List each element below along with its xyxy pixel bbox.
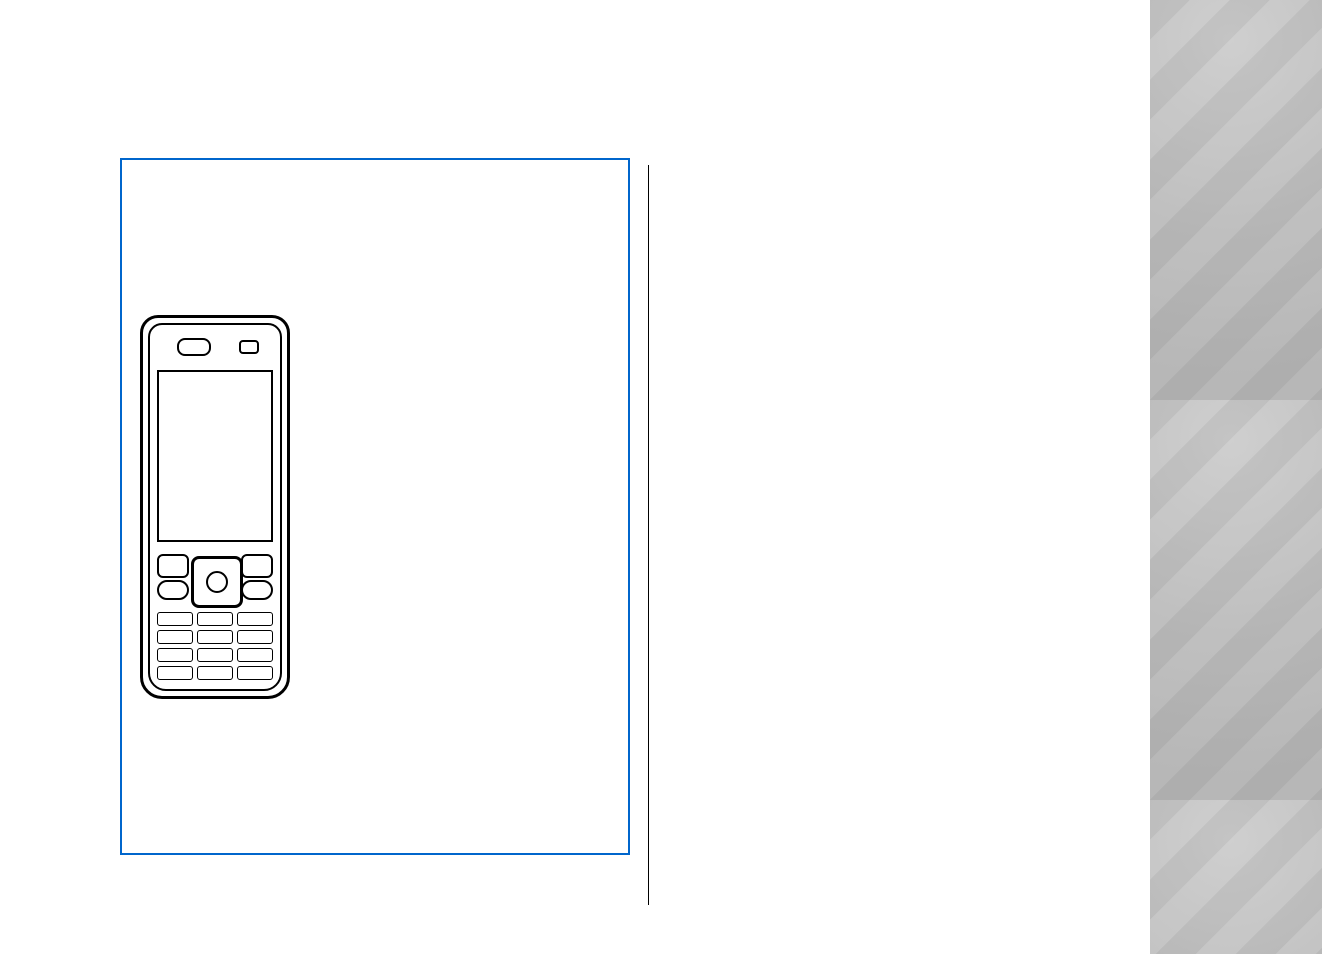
phone-earpiece-icon <box>239 340 259 354</box>
phone-softkey-left <box>157 554 189 578</box>
side-tab <box>1150 0 1322 954</box>
page <box>0 0 1322 954</box>
phone-illustration <box>140 315 290 699</box>
connectivity-diagram <box>120 158 630 855</box>
column-divider <box>648 165 649 905</box>
phone-softkey-right <box>241 554 273 578</box>
phone-camera-icon <box>177 338 211 356</box>
phone-screen <box>157 370 273 542</box>
phone-end-key <box>241 580 273 600</box>
phone-nav-key <box>191 556 243 608</box>
phone-keypad <box>157 612 273 682</box>
body-column <box>660 165 1130 173</box>
phone-call-key <box>157 580 189 600</box>
